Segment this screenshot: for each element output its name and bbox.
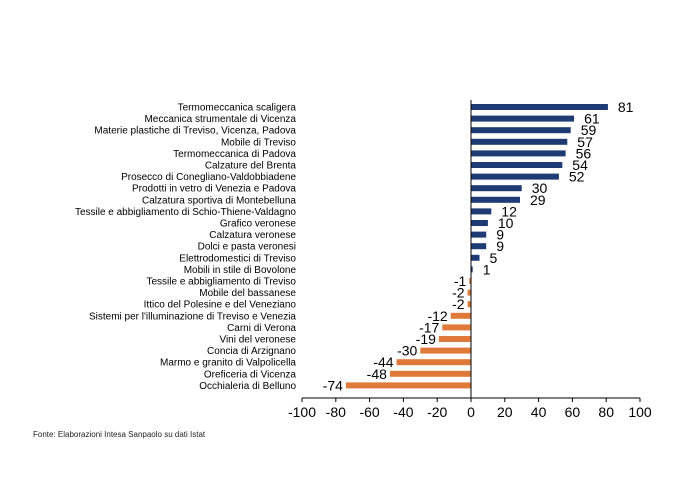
x-tick-label: 20 [497,404,513,420]
category-label: Occhialeria di Belluno [199,381,296,392]
bar-25 [345,382,471,389]
value-label: 5 [490,250,498,266]
category-label: Grafico veronese [220,219,297,230]
bars-group [345,104,608,389]
category-label: Tessile e abbigliamento di Schio-Thiene-… [75,207,296,218]
category-label: Ittico del Polesine e del Veneziano [144,300,297,311]
bar-16 [469,278,471,284]
value-labels-group: 81615957565452302912109951-1-2-2-12-17-1… [323,99,634,393]
bar-24 [389,370,471,377]
source-note: Fonte: Elaborazioni Intesa Sanpaolo su d… [33,430,206,439]
value-label: -2 [452,285,465,301]
value-label: 52 [569,169,585,185]
category-label: Prosecco di Conegliano-Valdobbiadene [121,172,296,183]
bar-2 [471,115,575,122]
bar-9 [471,196,520,203]
value-label: 10 [498,215,514,231]
x-tick-labels-group: -100 -80 -60 -40 -20 0 20 40 60 80 100 [288,404,652,420]
value-label: -1 [454,273,467,289]
category-label: Prodotti in vetro di Venezia e Padova [132,184,296,195]
bar-7 [471,173,559,180]
category-label: Materie plastiche di Treviso, Vicenza, P… [94,126,296,137]
value-label: 61 [584,111,600,127]
value-label: 59 [581,122,597,138]
value-label: 81 [618,99,634,115]
bar-12 [471,231,487,238]
x-tick-label: 40 [531,404,547,420]
value-label: -44 [373,354,393,370]
category-label: Mobile del bassanese [199,288,296,299]
bar-21 [438,336,471,342]
x-tick-label: 60 [565,404,581,420]
bar-19 [450,312,471,319]
category-label: Termomeccanica scaligera [178,103,297,114]
category-label: Carni di Verona [227,323,296,334]
value-label: 12 [501,203,517,219]
bar-23 [396,359,471,366]
x-tick-label: -60 [359,404,379,420]
bar-11 [471,220,488,226]
category-label: Oreficeria di Vicenza [204,369,297,380]
category-label: Dolci e pasta veronesi [198,242,296,253]
bar-18 [467,301,471,308]
value-label: -30 [397,343,417,359]
bar-15 [471,266,473,273]
axes-group [301,100,641,402]
x-tick-label: -100 [288,404,316,420]
bar-8 [471,185,522,192]
value-label: 56 [576,145,592,161]
category-label: Concia di Arzignano [207,346,296,357]
category-label: Marmo e granito di Valpolicella [160,358,296,369]
value-label: -48 [367,366,387,382]
x-tick-label: 80 [598,404,614,420]
x-tick-label: 100 [628,404,652,420]
value-label: 29 [530,192,546,208]
value-label: -19 [416,331,436,347]
value-label: -74 [323,377,343,393]
category-label: Calzatura sportiva di Montebelluna [142,195,296,206]
x-tick-label: 0 [467,404,475,420]
category-label: Calzatura veronese [209,230,296,241]
value-label: 9 [496,238,504,254]
category-label: Mobile di Treviso [221,137,296,148]
value-label: -12 [427,308,447,324]
value-label: 9 [496,227,504,243]
bar-5 [471,150,566,157]
value-label: 54 [572,157,588,173]
category-label: Vini del veronese [219,335,296,346]
x-tick-label: -80 [326,404,346,420]
bar-1 [471,104,608,110]
bar-10 [471,208,492,215]
bar-22 [420,347,471,354]
bar-6 [471,162,563,168]
bar-13 [471,243,487,250]
category-label: Calzature del Brenta [205,161,297,172]
x-tick-label: -20 [427,404,447,420]
category-label: Sistemi per l'illuminazione di Treviso e… [89,311,296,322]
bar-17 [467,289,471,296]
value-label: 30 [532,180,548,196]
value-label: 57 [577,134,593,150]
x-tick-label: -40 [393,404,413,420]
value-label: -17 [419,319,439,335]
bar-3 [471,127,571,134]
bar-20 [442,324,471,331]
bar-14 [471,254,480,261]
category-label: Mobili in stile di Bovolone [184,265,297,276]
bar-4 [471,138,568,145]
value-label: 1 [483,261,491,277]
category-label: Meccanica strumentale di Vicenza [144,114,296,125]
category-label: Tessile e abbigliamento di Treviso [146,277,296,288]
value-label: -2 [452,296,465,312]
category-label: Elettrodomestici di Treviso [179,253,296,264]
category-label: Termomeccanica di Padova [173,149,296,160]
